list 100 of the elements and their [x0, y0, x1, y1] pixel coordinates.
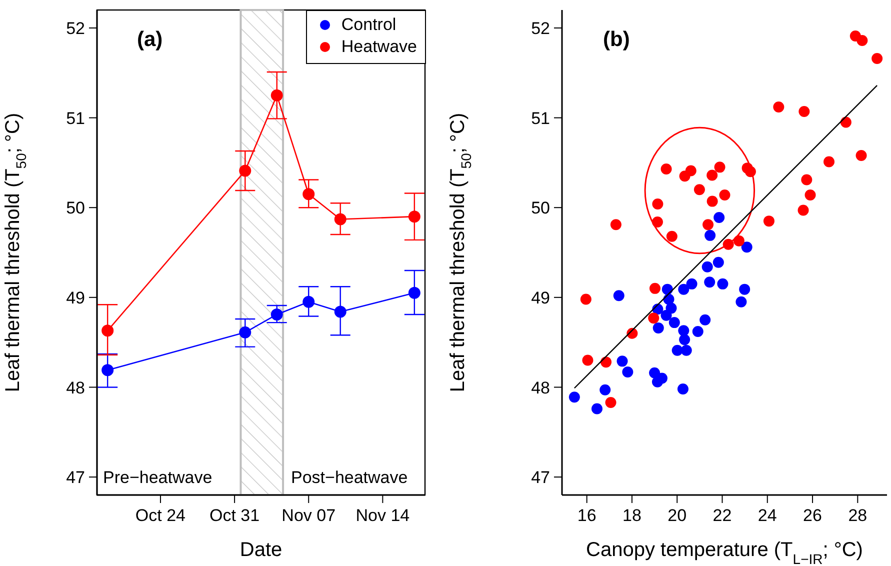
- point: [334, 306, 346, 318]
- point: [702, 261, 713, 272]
- point: [270, 308, 283, 320]
- point: [763, 216, 774, 227]
- point: [302, 188, 315, 200]
- y-tick-label: 51: [531, 108, 550, 128]
- point: [722, 238, 734, 250]
- point: [568, 392, 580, 403]
- point: [704, 230, 716, 241]
- point: [610, 219, 622, 230]
- annotation: Pre−heatwave: [103, 467, 212, 489]
- point: [706, 196, 718, 207]
- point: [660, 163, 672, 174]
- x-tick-label: 20: [668, 506, 687, 526]
- annotation: Post−heatwave: [291, 467, 408, 489]
- point: [744, 166, 756, 178]
- y-tick-label: 47: [531, 468, 550, 488]
- point: [652, 322, 664, 334]
- x-tick-label: 28: [848, 506, 868, 526]
- y-tick-label: 50: [531, 198, 550, 218]
- point: [741, 242, 752, 253]
- legend-label: Control: [341, 14, 396, 36]
- point: [719, 190, 730, 201]
- point: [239, 326, 252, 338]
- point: [334, 213, 346, 226]
- point: [733, 235, 744, 246]
- point: [679, 334, 690, 346]
- point: [649, 282, 660, 294]
- x-tick-label: Nov 14: [356, 506, 410, 526]
- legend-label: Heatwave: [341, 36, 417, 58]
- point: [700, 314, 711, 326]
- x-tick-label: 18: [622, 506, 642, 526]
- point: [856, 35, 868, 46]
- point: [616, 356, 628, 367]
- y-tick-label: 48: [531, 378, 550, 398]
- y-tick-label: 50: [66, 198, 85, 218]
- point: [798, 204, 809, 216]
- point: [717, 278, 728, 290]
- x-tick-label: 16: [577, 506, 596, 526]
- text: (b): [603, 28, 630, 52]
- point: [801, 174, 812, 186]
- point: [580, 294, 592, 305]
- point: [102, 364, 114, 376]
- point: [652, 216, 663, 228]
- point: [823, 156, 834, 168]
- point: [686, 278, 698, 290]
- x-tick-label: Oct 31: [210, 506, 260, 526]
- y-tick-label: 47: [66, 468, 85, 488]
- y-tick-label: 52: [66, 19, 85, 38]
- point: [840, 116, 852, 128]
- point: [678, 325, 690, 336]
- point: [600, 356, 612, 368]
- point: [270, 89, 283, 102]
- point: [773, 102, 784, 112]
- point: [600, 384, 611, 396]
- y-tick-label: 52: [531, 19, 550, 38]
- point: [622, 366, 634, 378]
- point: [685, 165, 696, 176]
- point: [856, 150, 867, 161]
- x-tick-label: 26: [803, 506, 822, 526]
- point: [668, 317, 680, 328]
- point: [804, 190, 816, 201]
- point: [591, 403, 602, 414]
- point: [408, 286, 420, 299]
- point: [605, 396, 616, 408]
- y-tick-label: 51: [66, 108, 85, 128]
- point: [582, 354, 594, 366]
- x-tick-label: Nov 07: [282, 506, 336, 526]
- point: [666, 230, 678, 242]
- point: [648, 312, 660, 324]
- point: [704, 276, 716, 288]
- point: [739, 284, 750, 295]
- x-axis-title: Date: [240, 539, 282, 561]
- point: [714, 162, 726, 173]
- point: [736, 296, 747, 308]
- point: [239, 164, 252, 177]
- point: [714, 212, 725, 223]
- point: [872, 53, 883, 64]
- point: [798, 106, 810, 117]
- x-tick-label: Oct 24: [135, 506, 186, 526]
- point: [652, 198, 664, 210]
- text: (a): [137, 28, 163, 52]
- point: [666, 302, 677, 314]
- y-tick-label: 48: [66, 378, 85, 398]
- point: [694, 184, 705, 196]
- x-tick-label: 22: [712, 506, 732, 526]
- point: [712, 256, 724, 268]
- x-axis-title: Canopy temperature (T$_{L−IR}$; °C): [586, 539, 863, 566]
- x-tick-label: 24: [758, 506, 777, 526]
- point: [678, 284, 690, 295]
- point: [706, 170, 718, 181]
- point: [408, 210, 420, 223]
- y-tick-label: 49: [531, 288, 550, 308]
- point: [672, 344, 683, 356]
- point: [302, 296, 315, 308]
- y-tick-label: 49: [66, 288, 85, 308]
- point: [102, 324, 114, 337]
- point: [692, 326, 704, 338]
- point: [702, 219, 714, 230]
- point: [680, 344, 692, 356]
